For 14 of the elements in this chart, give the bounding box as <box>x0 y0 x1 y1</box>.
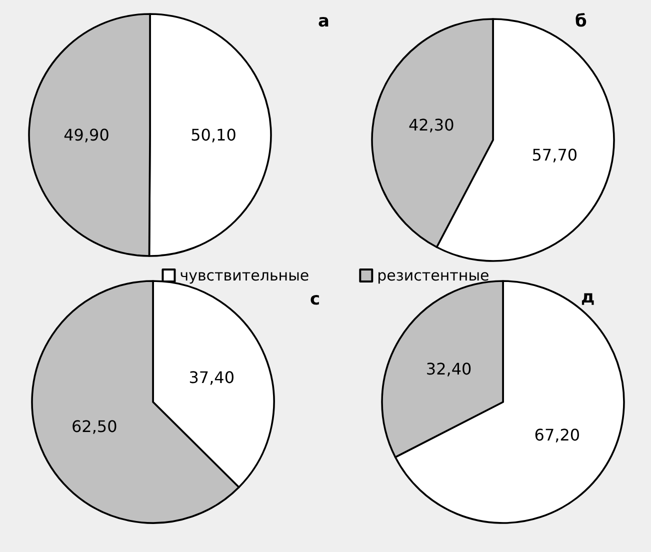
data-label: 42,30 <box>408 115 454 134</box>
data-label: 49,90 <box>64 125 110 144</box>
data-label: 67,20 <box>534 426 580 445</box>
data-label: 37,40 <box>188 368 235 388</box>
legend-label: резистентные <box>377 266 490 284</box>
text: д <box>581 288 595 308</box>
chart-title: б <box>575 12 587 32</box>
data-label: 57,70 <box>532 146 578 165</box>
chart-title: а <box>318 12 330 32</box>
text: с <box>310 290 320 310</box>
data-label: 50,10 <box>190 126 236 145</box>
data-label: 62,50 <box>71 416 118 436</box>
data-label: 32,40 <box>426 359 472 378</box>
legend-label: чувствительные <box>180 266 310 284</box>
